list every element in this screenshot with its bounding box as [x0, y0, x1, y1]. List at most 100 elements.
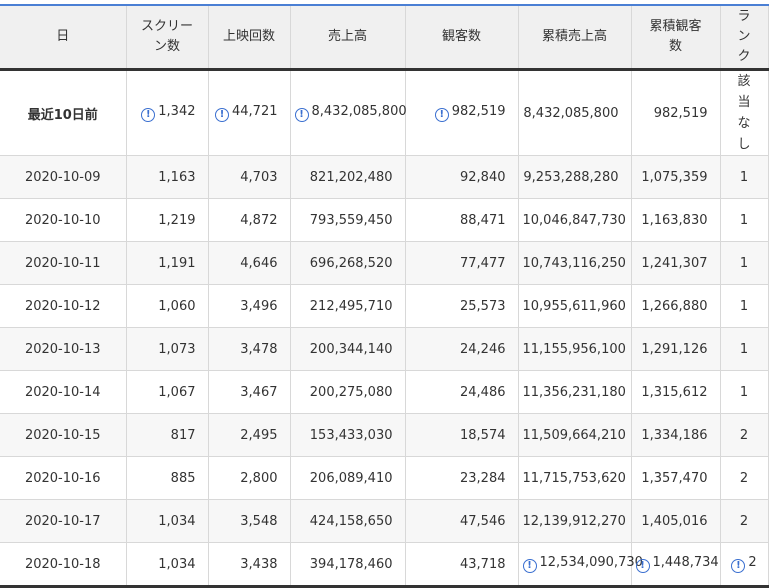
cell-value: 1,405,016 [641, 513, 708, 529]
cell-value: 8,432,085,800 [311, 104, 407, 119]
column-header-cumulative-sales[interactable]: 累積売上高 [518, 4, 632, 71]
cell-shows: 4,872 [208, 198, 291, 242]
cell-screens: 1,034 [126, 499, 209, 543]
cell-value: 2,495 [240, 427, 278, 443]
cell-value: 10,955,611,960 [522, 298, 626, 314]
cell-cumulative-audience: 1,357,470 [631, 456, 721, 500]
cell-screens: 1,060 [126, 284, 209, 328]
cell-value: 1,448,734 [652, 555, 719, 570]
column-header-screens[interactable]: スクリー ン数 [126, 4, 209, 71]
cell-cumulative-sales: 11,509,664,210 [518, 413, 632, 457]
info-icon[interactable]: ! [434, 108, 449, 122]
cell-value: 24,486 [460, 384, 506, 400]
cell-value: 3,496 [240, 298, 278, 314]
cell-sales: 212,495,710 [290, 284, 406, 328]
cell-value: 77,477 [460, 255, 506, 271]
column-header-sales[interactable]: 売上高 [290, 4, 406, 71]
cell-value: 817 [170, 427, 196, 443]
cell-value: 2,800 [240, 470, 278, 486]
cell-value: 2020-10-11 [24, 255, 101, 271]
info-icon[interactable]: ! [215, 108, 229, 122]
cell-cumulative-sales: 11,155,956,100 [518, 327, 632, 371]
cell-rank: 2 [720, 499, 769, 543]
cell-value: 2020-10-12 [24, 298, 101, 314]
cell-cumulative-audience: 1,241,307 [631, 241, 721, 285]
cell-audience: 18,574 [405, 413, 519, 457]
cell-value: 10,046,847,730 [522, 212, 626, 228]
cell-value: 1,241,307 [641, 255, 708, 271]
cell-screens: 1,163 [126, 155, 209, 199]
cell-screens: 1,191 [126, 241, 209, 285]
cell-shows: 3,478 [208, 327, 291, 371]
info-icon[interactable]: ! [522, 559, 537, 573]
cell-cumulative-audience: 1,075,359 [631, 155, 721, 199]
table-row: 2020-10-09 1,163 4,703 821,202,480 92,840 9,2… [0, 155, 769, 199]
cell-value: 10,743,116,250 [522, 255, 626, 271]
cell-audience: 92,840 [405, 155, 519, 199]
column-header-shows[interactable]: 上映回数 [208, 4, 291, 71]
cell-value: 3,467 [240, 384, 278, 400]
table-row: 2020-10-18 1,034 3,438 394,178,460 43,718! 12… [0, 542, 769, 588]
cell-shows: 2,800 [208, 456, 291, 500]
cell-value: 1,334,186 [641, 427, 708, 443]
cell-value: 4,872 [240, 212, 278, 228]
cell-value: 最近10日前 [27, 107, 98, 123]
cell-cumulative-sales: 10,046,847,730 [518, 198, 632, 242]
cell-value: 4,703 [240, 169, 278, 185]
cell-value: 1,034 [158, 513, 196, 529]
cell-value: 1,163 [158, 169, 196, 185]
cell-shows: 3,438 [208, 542, 291, 588]
info-icon[interactable]: ! [635, 559, 650, 573]
cell-rank: 2 [720, 456, 769, 500]
column-header-audience[interactable]: 観客数 [405, 4, 519, 71]
cell-value: 793,559,450 [309, 212, 393, 228]
cell-date: 2020-10-17 [0, 499, 127, 543]
table-row: 2020-10-15 817 2,495 153,433,030 18,574 11,50… [0, 413, 769, 457]
cell-sales: 200,275,080 [290, 370, 406, 414]
cell-shows: 4,703 [208, 155, 291, 199]
cell-audience: 47,546 [405, 499, 519, 543]
cell-sales: 424,158,650 [290, 499, 406, 543]
cell-value: 23,284 [460, 470, 506, 486]
cell-rank: ! 2 [720, 542, 769, 588]
cell-value: 1,067 [158, 384, 196, 400]
cell-date: 2020-10-14 [0, 370, 127, 414]
table-row: 2020-10-17 1,034 3,548 424,158,650 47,546 12,… [0, 499, 769, 543]
cell-date: 2020-10-15 [0, 413, 127, 457]
cell-value: 2020-10-17 [24, 513, 101, 529]
cell-rank: 1 [720, 370, 769, 414]
box-office-table: 日スクリー ン数 上映回数 売上高 観客数 累積売上高 累積観客 数ラ ン ク 最近10日… [0, 4, 769, 588]
cell-rank: 1 [720, 327, 769, 371]
cell-screens: 1,073 [126, 327, 209, 371]
info-icon[interactable]: ! [141, 108, 156, 122]
cell-value: 8,432,085,800 [523, 105, 619, 121]
column-header-rank[interactable]: ラ ン ク [720, 4, 769, 71]
column-header-cumulative-audience[interactable]: 累積観客 数 [631, 4, 721, 71]
cell-value: 1,266,880 [641, 298, 708, 314]
cell-value: 43,718 [460, 556, 506, 572]
cell-value: 11,356,231,180 [522, 384, 626, 400]
table-row: 2020-10-10 1,219 4,872 793,559,450 88,471 10,… [0, 198, 769, 242]
cell-sales: 696,268,520 [290, 241, 406, 285]
cell-rank: 2 [720, 413, 769, 457]
cell-cumulative-sales: ! 12,534,090,730 [518, 542, 643, 588]
cell-cumulative-sales: 11,356,231,180 [518, 370, 632, 414]
cell-rank: 1 [720, 284, 769, 328]
cell-audience: ! 982,519 [405, 69, 519, 156]
cell-value: 153,433,030 [309, 427, 393, 443]
cell-value: 1 [739, 384, 749, 400]
cell-value: 1 [739, 255, 749, 271]
info-icon[interactable]: ! [731, 559, 746, 573]
table-row: 2020-10-11 1,191 4,646 696,268,520 77,477 10,… [0, 241, 769, 285]
cell-sales: 206,089,410 [290, 456, 406, 500]
cell-cumulative-audience: 1,266,880 [631, 284, 721, 328]
cell-value: 2020-10-14 [24, 384, 101, 400]
cell-cumulative-sales: 9,253,288,280 [518, 155, 632, 199]
cell-value: 1,219 [158, 212, 196, 228]
cell-value: 2020-10-16 [24, 470, 101, 486]
info-icon[interactable]: ! [294, 108, 309, 122]
column-header-date[interactable]: 日 [0, 4, 127, 71]
cell-value: 885 [170, 470, 196, 486]
cell-value: 1,342 [158, 104, 196, 119]
cell-audience: 43,718 [405, 542, 519, 588]
